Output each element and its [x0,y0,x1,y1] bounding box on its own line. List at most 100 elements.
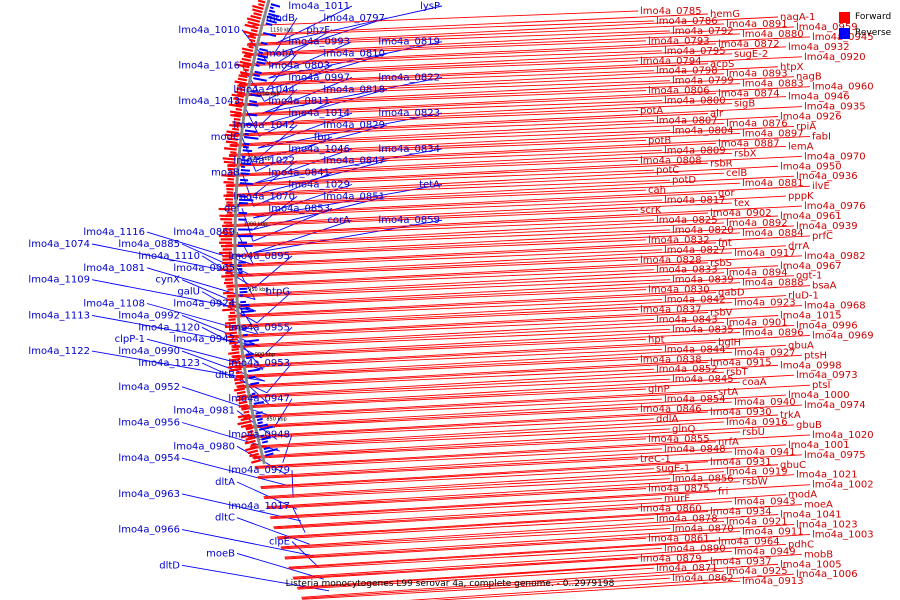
forward-leader-line [231,113,709,136]
forward-leader-line [245,394,787,427]
reverse-gene [240,310,255,314]
forward-gene-label: rsbX [734,148,757,159]
tick-label: 1000 kbp [244,221,268,227]
reverse-gene-label: galU [177,287,200,298]
forward-gene [244,23,259,30]
forward-leader-line [225,249,663,268]
forward-leader-line [246,30,671,47]
forward-leader-line [242,50,663,67]
reverse-leader-line [236,481,298,510]
forward-gene [234,100,244,105]
forward-leader-line [249,13,709,36]
reverse-gene [241,162,252,166]
reverse-gene-label: lmo4a_0869 [173,227,235,238]
forward-leader-line [243,391,717,418]
forward-gene-label: tex [734,198,750,209]
reverse-gene-label: lmo4a_0966 [118,525,180,536]
forward-gene-label: lmo4a_0893 [726,69,788,80]
forward-leader-line [227,152,733,177]
forward-gene [257,0,266,4]
forward-gene-label: gabD [718,288,745,299]
forward-gene-label: lmo4a_0916 [726,417,788,428]
reverse-gene-label: lmo4a_0948 [228,429,290,440]
forward-gene-label: lmo4a_0830 [648,285,710,296]
forward-leader-line [281,527,671,550]
reverse-gene [247,113,258,117]
forward-gene-label: lmo4a_0825 [656,215,718,226]
forward-gene [250,28,258,33]
forward-leader-line [285,537,647,560]
forward-gene [243,68,249,72]
reverse-gene [261,440,269,444]
forward-leader-line [240,53,733,76]
forward-leader-line [255,448,663,469]
forward-gene-label: murF [664,494,690,505]
reverse-gene [240,168,251,172]
reverse-gene-label: lmo4a_0811 [268,96,330,107]
reverse-gene-label: lmo4a_0942 [173,334,235,345]
forward-leader-line [240,374,795,407]
forward-gene [226,334,238,339]
forward-gene-label: lmo4a_0806 [648,86,710,97]
forward-leader-line [234,86,811,115]
forward-gene-label: lmo4a_0860 [640,504,702,515]
reverse-gene-label: lmo4a_1029 [288,180,350,191]
forward-leader-line [270,491,717,519]
reverse-gene [261,436,272,441]
forward-gene [245,436,256,441]
forward-leader-line [432,580,741,600]
forward-gene-label: bglH [718,337,741,348]
forward-leader-line [247,16,779,45]
forward-leader-line [257,444,787,478]
forward-gene-label: lmo4a_0917 [734,248,796,259]
forward-gene-label: lmo4a_0936 [796,171,858,182]
forward-leader-line [226,169,655,188]
reverse-gene [240,172,250,175]
forward-gene-label: lmo4a_0848 [664,444,726,455]
forward-gene-label: sigB [734,99,755,110]
forward-gene-label: rpiA [796,121,816,132]
forward-leader-line [250,428,671,449]
forward-gene-label: lmo4a_0894 [726,268,788,279]
reverse-leader-line [262,76,353,114]
forward-gene-label: hemG [710,9,740,20]
reverse-leader-line [259,100,333,137]
forward-gene-label: lmo4a_0970 [804,151,866,162]
forward-leader-line [237,73,725,96]
forward-gene [229,123,240,128]
forward-gene [237,84,246,88]
forward-gene-label: lmo4a_0911 [742,526,804,537]
forward-leader-line [229,302,733,327]
forward-gene [241,47,254,53]
forward-gene-label: lmo4a_0939 [796,221,858,232]
forward-gene-label: lmo4a_1001 [788,440,850,451]
forward-gene-label: htpX [780,62,804,73]
reverse-gene-label: lmo4a_0924 [173,299,235,310]
reverse-gene-label: modC [211,132,240,143]
forward-leader-line [302,577,671,600]
forward-leader-line [244,40,647,57]
reverse-gene [258,425,274,431]
reverse-gene [240,178,249,182]
forward-gene [243,30,257,36]
reverse-gene-label: lmo4a_0992 [118,310,180,321]
forward-gene-label: lmo4a_0946 [788,92,850,103]
reverse-gene [244,136,259,140]
forward-gene-label: lmo4a_0817 [664,195,726,206]
forward-gene [229,110,242,115]
reverse-leader-line [236,445,287,475]
forward-leader-line [263,464,779,498]
legend-forward: Forward [839,9,891,25]
forward-gene-label: rsbR [710,158,733,169]
forward-gene-labels: lmo4a_0785lmo4a_0786lmo4a_0792lmo4a_0793… [640,6,874,587]
forward-leader-line [289,547,663,570]
forward-leader-line [231,328,671,349]
reverse-leader-line [181,243,254,277]
forward-gene [250,443,257,447]
forward-leader-line [247,411,709,438]
forward-gene [233,97,244,102]
forward-leader-line [228,292,717,317]
forward-gene-label: lmo4a_0794 [640,56,702,67]
forward-gene [236,390,246,395]
